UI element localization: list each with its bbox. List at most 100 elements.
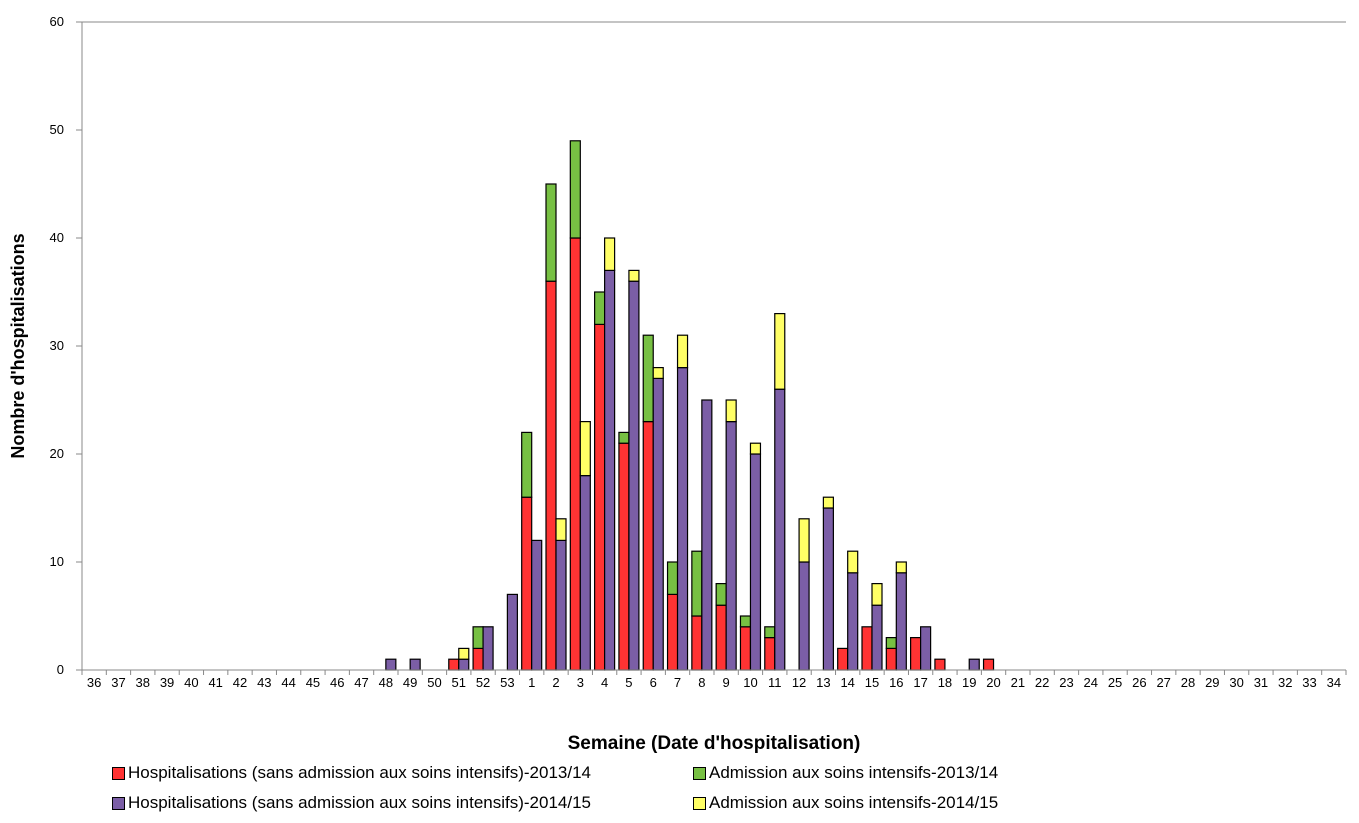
bar-segment [798, 518, 810, 563]
bar-segment [569, 237, 581, 671]
bar-segment [618, 431, 630, 444]
x-tick-label: 47 [354, 675, 368, 690]
x-axis: 36 37 38 39 40 41 42 43 44 45 46 47 48 49 50 51 52 53 1 2 3 4… [81, 670, 1347, 690]
bar-segment [715, 582, 727, 606]
legend-swatch [112, 766, 125, 780]
x-tick-label: 23 [1059, 675, 1073, 690]
bar-segment [871, 582, 883, 606]
legend-swatch [112, 796, 125, 810]
x-tick-label: 29 [1205, 675, 1219, 690]
x-tick-label: 49 [403, 675, 417, 690]
x-tick-label: 19 [962, 675, 976, 690]
x-tick-label: 6 [650, 675, 657, 690]
x-tick-label: 2 [552, 675, 559, 690]
bar-segment [847, 550, 859, 574]
x-tick-label: 27 [1156, 675, 1170, 690]
bar-segment [701, 399, 713, 671]
x-tick-label: 7 [674, 675, 681, 690]
bar-segment [666, 593, 679, 671]
bar-segment [798, 561, 810, 671]
bar-segment [604, 269, 616, 671]
legend-label: Hospitalisations (sans admission aux soi… [128, 763, 592, 782]
bar-segment [385, 658, 397, 671]
legend-item-icu-2014-15: Admission aux soins intensifs-2014/15 [693, 793, 998, 813]
y-axis-title: Nombre d'hospitalisations [8, 233, 28, 458]
x-tick-label: 40 [184, 675, 198, 690]
bar-segment [642, 334, 654, 423]
bar-segment [837, 647, 849, 671]
x-tick-label: 36 [87, 675, 101, 690]
bar-segment [448, 658, 460, 671]
y-axis-title-wrap: Nombre d'hospitalisations [8, 233, 28, 458]
legend: Hospitalisations (sans admission aux soi… [112, 758, 1212, 818]
x-tick-label: 50 [427, 675, 441, 690]
x-tick-label: 51 [452, 675, 466, 690]
y-tick-label: 30 [50, 338, 64, 353]
bar-segment [725, 399, 737, 423]
x-tick-label: 48 [379, 675, 393, 690]
x-tick-label: 4 [601, 675, 608, 690]
x-tick-label: 41 [208, 675, 222, 690]
bar-segment [594, 291, 606, 326]
bar-segment [604, 237, 616, 272]
bar-segment [982, 658, 995, 671]
x-tick-label: 3 [577, 675, 584, 690]
legend-item-hosp-2014-15: Hospitalisations (sans admission aux soi… [112, 793, 693, 813]
x-tick-label: 20 [986, 675, 1000, 690]
bar-segment [458, 658, 470, 671]
x-tick-label: 13 [816, 675, 830, 690]
x-tick-label: 39 [160, 675, 174, 690]
x-tick-label: 53 [500, 675, 514, 690]
x-tick-label: 12 [792, 675, 806, 690]
legend-item-icu-2013-14: Admission aux soins intensifs-2013/14 [693, 763, 998, 783]
legend-label: Hospitalisations (sans admission aux soi… [128, 793, 592, 812]
x-tick-label: 32 [1278, 675, 1292, 690]
bar-segment [521, 431, 533, 498]
bar-segment [739, 626, 752, 671]
x-tick-label: 31 [1254, 675, 1268, 690]
y-tick-label: 50 [50, 122, 64, 137]
x-tick-label: 52 [476, 675, 490, 690]
x-tick-label: 43 [257, 675, 271, 690]
bar-segment [652, 377, 664, 671]
bar-segment [506, 593, 518, 671]
bar-segment [555, 539, 567, 671]
bar-segment [968, 658, 980, 671]
bar-segment [652, 367, 664, 380]
x-tick-label: 10 [743, 675, 757, 690]
bar-segment [725, 421, 737, 671]
legend-swatch [693, 796, 706, 810]
x-tick-label: 11 [768, 675, 782, 690]
bar-segment [774, 313, 786, 390]
bar-segment [531, 539, 543, 671]
y-tick-label: 10 [50, 554, 64, 569]
bar-segment [739, 615, 752, 628]
x-tick-label: 21 [1011, 675, 1025, 690]
bar-segment [885, 636, 897, 649]
y-axis: 0 10 20 30 40 50 60 [50, 14, 1346, 677]
x-tick-label: 16 [889, 675, 903, 690]
x-tick-label: 30 [1229, 675, 1243, 690]
bar-segment [594, 323, 606, 671]
x-tick-label: 25 [1108, 675, 1122, 690]
bar-segment [569, 140, 581, 239]
x-tick-label: 14 [840, 675, 854, 690]
bar-segment [822, 496, 834, 509]
bar-segment [579, 421, 591, 477]
bar-segment [861, 626, 873, 671]
x-tick-label: 46 [330, 675, 344, 690]
bar-segment [910, 636, 922, 671]
x-tick-label: 28 [1181, 675, 1195, 690]
x-tick-label: 15 [865, 675, 879, 690]
x-tick-label: 44 [281, 675, 295, 690]
bar-segment [472, 626, 484, 649]
bar-segment [822, 507, 834, 671]
bar-segment [458, 647, 470, 660]
bar-segment [676, 334, 689, 369]
x-tick-label: 34 [1327, 675, 1341, 690]
bar-segment [545, 183, 557, 282]
bar-segment [895, 572, 907, 671]
bar-segment [579, 475, 591, 671]
legend-label: Admission aux soins intensifs-2014/15 [709, 793, 999, 812]
bar-segment [628, 269, 640, 282]
